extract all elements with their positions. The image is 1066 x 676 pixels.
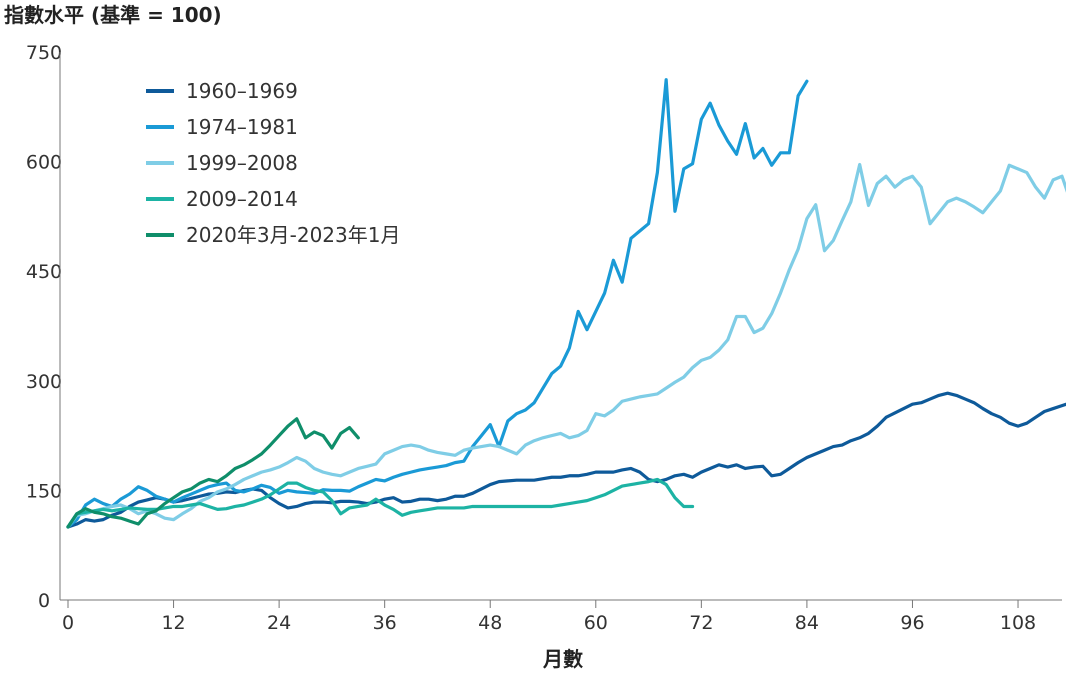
legend-label: 2020年3月-2023年1月 [186, 223, 400, 247]
series-line [66, 417, 360, 529]
legend-label: 2009–2014 [186, 187, 298, 211]
legend-label: 1960–1969 [186, 79, 298, 103]
x-tick-label: 36 [373, 612, 397, 634]
series-line [66, 78, 809, 529]
y-tick-label: 750 [26, 42, 62, 64]
x-axis-title: 月數 [542, 647, 583, 671]
x-axis: 0 12 24 36 48 60 72 84 96 108 [62, 600, 1036, 634]
legend: 1960–1969 1974–1981 1999–2008 2009–2014 2020… [146, 79, 400, 247]
x-tick-label: 0 [62, 612, 74, 634]
series-layer [66, 78, 1066, 529]
x-tick-label: 72 [689, 612, 713, 634]
series-line [66, 391, 1066, 529]
x-tick-label: 48 [478, 612, 502, 634]
y-tick-label: 150 [26, 480, 62, 502]
x-tick-label: 24 [267, 612, 291, 634]
y-tick-label: 0 [38, 590, 50, 612]
y-tick-label: 600 [26, 152, 62, 174]
x-tick-label: 84 [795, 612, 819, 634]
x-tick-label: 60 [584, 612, 608, 634]
legend-label: 1999–2008 [186, 151, 298, 175]
x-tick-label: 108 [1000, 612, 1036, 634]
y-tick-label: 300 [26, 371, 62, 393]
x-tick-label: 96 [900, 612, 924, 634]
legend-label: 1974–1981 [186, 115, 298, 139]
x-tick-label: 12 [161, 612, 185, 634]
series-line [66, 477, 695, 529]
chart-title: 指數水平 (基準 = 100) [4, 3, 222, 27]
series-line [66, 162, 1066, 529]
y-axis: 0 150 300 450 600 750 [26, 42, 62, 612]
y-tick-label: 450 [26, 261, 62, 283]
